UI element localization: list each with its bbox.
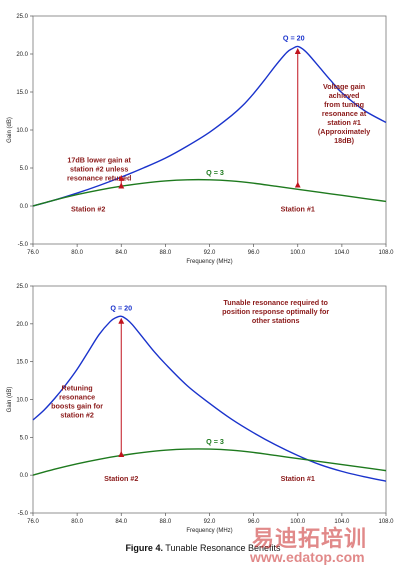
caption-text: Tunable Resonance Benefits xyxy=(165,543,281,553)
voltage-gain-note-line-7: 18dB) xyxy=(334,136,355,145)
y-tick-label: -5.0 xyxy=(18,242,29,248)
y-tick-label: 25.0 xyxy=(16,14,28,20)
y-tick-label: 10.0 xyxy=(16,128,28,134)
caption-figure-number: Figure 4. xyxy=(125,543,163,553)
station-2-label: Station #2 xyxy=(104,474,138,483)
tunable-resonance-note-line-1: Tunable resonance required to xyxy=(223,298,328,307)
retuning-note-line-2: resonance xyxy=(59,392,95,401)
x-axis-title: Frequency (MHz) xyxy=(186,259,232,265)
x-tick-label: 96.0 xyxy=(248,250,260,256)
lower-gain-note-line-2: station #2 unless xyxy=(70,164,128,173)
y-tick-label: 0.0 xyxy=(20,204,29,210)
station-2-label: Station #2 xyxy=(71,204,105,213)
x-tick-label: 100.0 xyxy=(290,519,306,525)
x-tick-label: 88.0 xyxy=(160,250,172,256)
x-tick-label: 108.0 xyxy=(378,519,394,525)
y-tick-label: 5.0 xyxy=(20,435,29,441)
voltage-gain-note-line-4: resonance at xyxy=(322,109,367,118)
q20-label: Q = 20 xyxy=(110,303,132,312)
y-tick-label: 15.0 xyxy=(16,90,28,96)
retuning-note-line-1: Retuning xyxy=(62,383,93,392)
y-tick-label: 25.0 xyxy=(16,284,28,290)
station-1-label: Station #1 xyxy=(281,204,315,213)
retuning-note-line-4: station #2 xyxy=(60,410,94,419)
voltage-gain-note-line-5: station #1 xyxy=(327,118,361,127)
x-tick-label: 92.0 xyxy=(204,250,216,256)
x-tick-label: 84.0 xyxy=(115,519,127,525)
y-tick-label: 15.0 xyxy=(16,360,28,366)
q3-label: Q = 3 xyxy=(206,437,224,446)
x-tick-label: 76.0 xyxy=(27,519,39,525)
retuning-note-line-3: boosts gain for xyxy=(51,401,103,410)
voltage-gain-note-line-1: Voltage gain xyxy=(323,82,365,91)
y-tick-label: 10.0 xyxy=(16,398,28,404)
y-tick-label: 20.0 xyxy=(16,322,28,328)
y-tick-label: -5.0 xyxy=(18,511,29,517)
x-tick-label: 84.0 xyxy=(115,250,127,256)
x-tick-label: 96.0 xyxy=(248,519,260,525)
y-tick-label: 20.0 xyxy=(16,52,28,58)
x-axis-title: Frequency (MHz) xyxy=(186,528,232,534)
q20-label: Q = 20 xyxy=(283,33,305,42)
x-tick-label: 100.0 xyxy=(290,250,306,256)
y-tick-label: 0.0 xyxy=(20,473,29,479)
chart-top: -5.0 0.0 5.0 10.0 15.0 20.0 25.0 76.0 80.0 84.0 88… xyxy=(7,14,394,265)
voltage-gain-note-line-2: achieved xyxy=(329,91,360,100)
lower-gain-note-line-1: 17dB lower gain at xyxy=(67,155,131,164)
x-tick-label: 80.0 xyxy=(71,250,83,256)
watermark-url: www.edatop.com xyxy=(250,549,365,565)
x-tick-label: 104.0 xyxy=(334,519,350,525)
voltage-gain-note-line-6: (Approximately xyxy=(318,127,370,136)
chart-bottom: -5.0 0.0 5.0 10.0 15.0 20.0 25.0 76.0 80.0 84.0 88… xyxy=(7,284,394,534)
series-line-q20 xyxy=(32,315,387,482)
y-axis-title: Gain (dB) xyxy=(7,117,13,143)
station-1-label: Station #1 xyxy=(281,474,315,483)
voltage-gain-note-line-3: from tuning xyxy=(324,100,364,109)
figure-caption: Figure 4. Tunable Resonance Benefits xyxy=(0,543,406,553)
q3-label: Q = 3 xyxy=(206,168,224,177)
x-tick-label: 92.0 xyxy=(204,519,216,525)
lower-gain-note-line-3: resonance retuned xyxy=(67,173,131,182)
tunable-resonance-note-line-3: other stations xyxy=(252,316,300,325)
x-tick-label: 104.0 xyxy=(334,250,350,256)
series-line-q3 xyxy=(32,448,387,476)
x-tick-label: 88.0 xyxy=(160,519,172,525)
watermark-logo-text: 易迪拓培训 xyxy=(252,527,368,552)
y-axis-title: Gain (dB) xyxy=(7,387,13,413)
x-tick-label: 80.0 xyxy=(71,519,83,525)
x-tick-label: 108.0 xyxy=(378,250,394,256)
x-tick-label: 76.0 xyxy=(27,250,39,256)
y-tick-label: 5.0 xyxy=(20,166,29,172)
tunable-resonance-note-line-2: position response optimally for xyxy=(222,307,329,316)
series-line-q3 xyxy=(32,178,387,207)
